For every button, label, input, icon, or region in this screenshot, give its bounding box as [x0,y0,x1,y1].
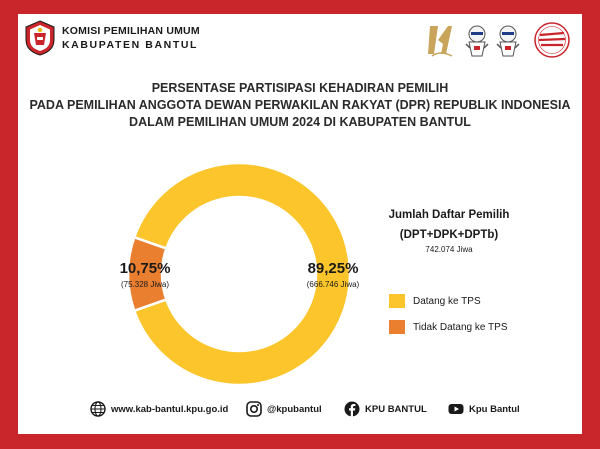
slice-count-label: (666.746 Jiwa) [307,280,360,289]
chart-legend: Datang ke TPS Tidak Datang ke TPS [389,291,508,343]
instagram-icon [246,401,262,417]
kpu-logo-icon [25,20,55,56]
legend-label: Datang ke TPS [413,295,481,307]
pemilu-badge-icon [534,22,570,58]
donut-chart: 89,25% (666.746 Jiwa) 10,75% (75.328 Jiwa) [120,161,360,387]
voter-info-total: 742.074 Jiwa [425,245,473,254]
mascot-logos [428,22,570,58]
footer-facebook[interactable]: KPU BANTUL [344,399,427,419]
legend-item: Datang ke TPS [389,291,508,311]
footer-instagram-text: @kpubantul [267,403,322,415]
election-14-logo-icon [428,26,453,57]
donut-slice-datang [132,161,352,387]
legend-label: Tidak Datang ke TPS [413,321,508,333]
slice-percent-label: 10,75% [120,260,171,277]
footer: www.kab-bantul.kpu.go.id @kpubantul KPU … [18,399,582,419]
chart-title: PERSENTASE PARTISIPASI KEHADIRAN PEMILIH… [18,80,582,131]
youtube-icon [448,404,464,414]
voter-info-title: Jumlah Daftar Pemilih [388,209,510,221]
chart-title-line3: DALAM PEMILIHAN UMUM 2024 DI KABUPATEN B… [129,115,471,129]
infographic-card: KOMISI PEMILIHAN UMUM KABUPATEN BANTUL [18,14,582,434]
org-name: KOMISI PEMILIHAN UMUM KABUPATEN BANTUL [62,25,200,51]
mascot-icon [465,25,489,57]
org-name-line2: KABUPATEN BANTUL [62,39,199,51]
footer-website-text: www.kab-bantul.kpu.go.id [111,403,229,415]
globe-icon [90,401,106,417]
voter-info-subtitle: (DPT+DPK+DPTb) [399,229,499,241]
footer-youtube[interactable]: Kpu Bantul [448,399,520,419]
slice-count-label: (75.328 Jiwa) [121,280,169,289]
chart-title-line1: PERSENTASE PARTISIPASI KEHADIRAN PEMILIH [151,81,449,95]
footer-facebook-text: KPU BANTUL [365,403,427,415]
legend-item: Tidak Datang ke TPS [389,317,508,337]
facebook-icon [344,401,360,417]
org-name-line1: KOMISI PEMILIHAN UMUM [62,25,200,37]
footer-website[interactable]: www.kab-bantul.kpu.go.id [90,399,228,419]
header: KOMISI PEMILIHAN UMUM KABUPATEN BANTUL [18,14,582,64]
legend-swatch [389,294,405,308]
mascot-icon [496,25,520,57]
legend-swatch [389,320,405,334]
voter-info: Jumlah Daftar Pemilih (DPT+DPK+DPTb) 742… [384,209,514,254]
slice-percent-label: 89,25% [308,260,359,277]
footer-youtube-text: Kpu Bantul [469,403,520,415]
footer-instagram[interactable]: @kpubantul [246,399,322,419]
chart-title-line2: PADA PEMILIHAN ANGGOTA DEWAN PERWAKILAN … [29,98,571,112]
